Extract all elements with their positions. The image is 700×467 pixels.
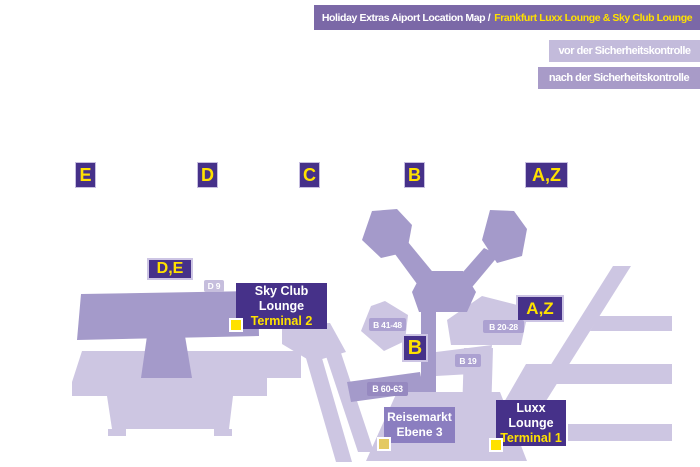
concourse-label-e: E (75, 162, 96, 188)
concourse-label-c: C (299, 162, 320, 188)
skyclub-lounge-terminal: Terminal 2 (250, 313, 313, 328)
gate-badge-b19: B 19 (455, 354, 481, 367)
luxx-lounge-name-line2: Lounge (508, 415, 554, 430)
reisemarkt-level: Ebene 3 (396, 425, 443, 439)
header-title-prefix: Holiday Extras Aiport Location Map / (321, 11, 491, 24)
pier-b-left-pod-shape (362, 209, 412, 258)
reisemarkt-box: Reisemarkt Ebene 3 (384, 407, 455, 443)
terminal2-tab-left-shape (108, 429, 126, 436)
pier-b-right-pod-shape (482, 210, 527, 263)
concourse-label-az: A,Z (525, 162, 568, 188)
luxx-location-marker (489, 438, 503, 452)
pier-de-bar-shape (77, 291, 259, 340)
pier-b-stem-shape (421, 300, 436, 394)
luxx-lounge-terminal: Terminal 1 (500, 430, 562, 445)
header-title-bar: Holiday Extras Aiport Location Map / Fra… (314, 5, 700, 30)
connector-stripe-1-shape (297, 327, 352, 462)
legend-before-security: vor der Sicherheitskontrolle (549, 40, 700, 62)
gate-badge-b41-48: B 41-48 (369, 318, 406, 331)
skyclub-lounge-box: Sky Club Lounge Terminal 2 (236, 283, 327, 329)
pier-de-stem-shape (141, 336, 192, 378)
gate-badge-d9: D 9 (204, 280, 224, 292)
reisemarkt-name: Reisemarkt (387, 410, 452, 424)
gate-badge-b20-28: B 20-28 (483, 320, 524, 333)
concourse-label-b: B (404, 162, 425, 188)
luxx-lounge-box: Luxx Lounge Terminal 1 (496, 400, 566, 446)
skyclub-lounge-name-line1: Sky Club (254, 283, 309, 298)
terminal2-tab-right-shape (214, 429, 232, 436)
concourse-label-d: D (197, 162, 218, 188)
luxx-lounge-name-line1: Luxx (516, 400, 546, 415)
pier-label-az: A,Z (516, 295, 564, 322)
pier-label-b: B (402, 334, 428, 362)
legend-after-security: nach der Sicherheitskontrolle (538, 67, 700, 89)
skyclub-lounge-name-line2: Lounge (258, 298, 305, 313)
header-title-highlight: Frankfurt Luxx Lounge & Sky Club Lounge (494, 11, 693, 24)
pier-az-bar3-shape (568, 424, 672, 441)
skyclub-location-marker (229, 318, 243, 332)
pier-label-de: D,E (147, 258, 193, 280)
connector-stripe-2-shape (321, 341, 374, 452)
gate-badge-b60-63: B 60-63 (367, 382, 408, 396)
pier-az-bar2-shape (484, 364, 672, 448)
terminal2-building-shape (72, 351, 301, 429)
reisemarkt-location-marker (377, 437, 391, 451)
pier-az-bar1-shape (590, 316, 672, 331)
